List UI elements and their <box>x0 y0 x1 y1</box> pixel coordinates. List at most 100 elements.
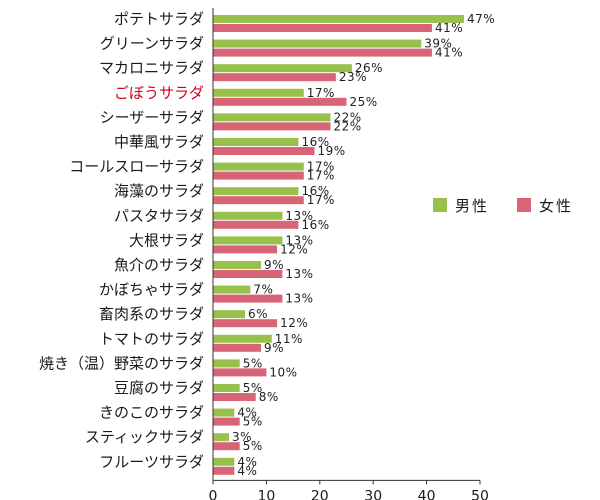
category-label: スティックサラダ <box>85 428 204 446</box>
category-label: トマトのサラダ <box>99 330 204 348</box>
bar-male <box>213 113 331 122</box>
data-label: 5% <box>243 381 263 395</box>
bar-male <box>213 285 251 294</box>
data-label: 22% <box>333 119 361 133</box>
bar-female <box>213 122 331 131</box>
data-label: 26% <box>355 61 383 75</box>
x-tick-label: 0 <box>209 488 218 500</box>
bar-female <box>213 147 315 155</box>
bar-male <box>213 162 304 171</box>
bar-female <box>213 48 432 57</box>
data-label: 23% <box>339 70 367 84</box>
bar-female <box>213 196 304 205</box>
bar-male <box>213 359 240 368</box>
data-label: 7% <box>253 283 273 297</box>
data-label: 8% <box>259 390 279 404</box>
bar-female <box>213 368 267 377</box>
x-tick-label: 50 <box>471 488 489 500</box>
data-label: 4% <box>237 455 257 469</box>
category-label: グリーンサラダ <box>100 35 204 53</box>
data-label: 11% <box>275 332 303 346</box>
data-label: 13% <box>285 292 313 306</box>
legend: 男性 女性 <box>433 197 573 215</box>
data-label: 47% <box>467 12 495 26</box>
bar-female <box>213 73 336 82</box>
bar-male <box>213 236 283 245</box>
data-labels: 47%41%39%41%26%23%17%25%22%22%16%19%17%1… <box>232 12 495 478</box>
bar-male <box>213 433 230 442</box>
bar-male <box>213 261 262 269</box>
data-label: 13% <box>285 233 313 247</box>
data-label: 4% <box>237 464 257 478</box>
data-label: 39% <box>424 37 452 51</box>
data-label: 3% <box>232 430 252 444</box>
bar-male <box>213 457 235 466</box>
data-label: 17% <box>307 160 335 174</box>
bar-male <box>213 384 240 392</box>
data-label: 17% <box>307 193 335 207</box>
data-label: 16% <box>301 184 329 198</box>
bar-female <box>213 220 299 229</box>
category-labels: ポテトサラダグリーンサラダマカロニサラダごぼうサラダシーザーサラダ中華風サラダコ… <box>39 10 204 471</box>
category-label: きのこのサラダ <box>99 404 204 422</box>
category-label: 豆腐のサラダ <box>114 379 204 397</box>
x-tick-label: 30 <box>364 488 382 500</box>
x-tick-label: 10 <box>257 488 275 500</box>
category-label: 海藻のサラダ <box>114 182 204 200</box>
data-label: 16% <box>301 135 329 149</box>
bar-female <box>213 466 235 475</box>
data-label: 41% <box>435 21 463 35</box>
data-label: 9% <box>264 258 284 272</box>
data-label: 6% <box>248 307 268 321</box>
bar-female <box>213 270 283 278</box>
category-label: コールスローサラダ <box>69 158 204 176</box>
bar-female <box>213 245 278 254</box>
bar-male <box>213 64 352 73</box>
category-label: 中華風サラダ <box>114 133 204 151</box>
category-label: かぼちゃサラダ <box>99 281 204 299</box>
category-label: 畜肉系のサラダ <box>99 305 204 323</box>
bar-male <box>213 310 246 319</box>
bar-male <box>213 334 272 343</box>
bar-male <box>213 211 283 220</box>
data-label: 17% <box>307 86 335 100</box>
category-label: ポテトサラダ <box>114 10 204 28</box>
data-label: 22% <box>333 110 361 124</box>
data-label: 19% <box>317 144 345 158</box>
category-label: ごぼうサラダ <box>114 84 204 102</box>
bar-female <box>213 442 240 451</box>
data-label: 9% <box>264 341 284 355</box>
data-label: 5% <box>243 415 263 429</box>
data-label: 5% <box>243 356 263 370</box>
bar-female <box>213 393 256 401</box>
bar-male <box>213 138 299 146</box>
x-tick-label: 40 <box>418 488 436 500</box>
legend-swatch-female <box>517 198 531 212</box>
data-label: 41% <box>435 46 463 60</box>
data-label: 5% <box>243 439 263 453</box>
bar-male <box>213 408 235 417</box>
bar-male <box>213 15 464 23</box>
bar-male <box>213 39 422 48</box>
category-label: マカロニサラダ <box>99 59 204 77</box>
data-label: 12% <box>280 316 308 330</box>
category-label: フルーツサラダ <box>99 453 204 471</box>
bar-female <box>213 97 347 106</box>
legend-label-female: 女性 <box>539 197 573 215</box>
category-label: 焼き（温）野菜のサラダ <box>39 354 204 372</box>
data-label: 13% <box>285 267 313 281</box>
data-label: 16% <box>301 218 329 232</box>
bar-female <box>213 343 262 352</box>
legend-swatch-male <box>433 198 447 212</box>
data-label: 17% <box>307 169 335 183</box>
bar-female <box>213 294 283 303</box>
category-label: 大根サラダ <box>129 231 204 249</box>
bar-female <box>213 171 304 180</box>
category-label: シーザーサラダ <box>100 108 204 126</box>
bar-female <box>213 24 432 32</box>
legend-label-male: 男性 <box>455 197 489 215</box>
bar-female <box>213 417 240 426</box>
data-label: 12% <box>280 242 308 256</box>
data-label: 25% <box>350 95 378 109</box>
